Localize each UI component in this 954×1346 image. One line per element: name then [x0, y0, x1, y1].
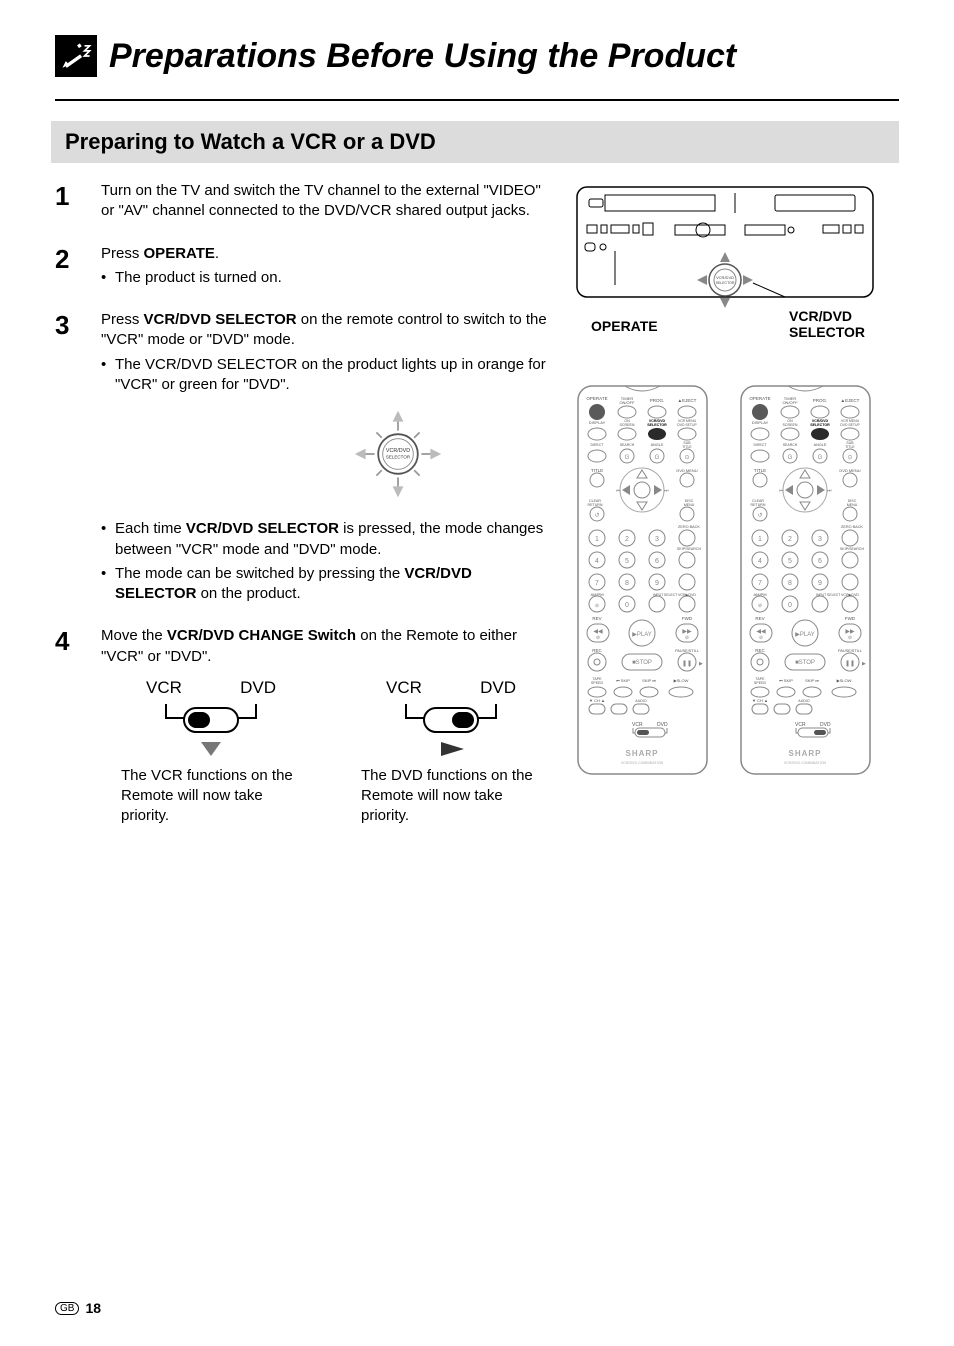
t: VCR/DVD SELECTOR	[144, 311, 297, 328]
step-lead: Press OPERATE.	[101, 244, 282, 264]
t: VCR/DVD	[789, 308, 852, 324]
bullet: The product is turned on.	[101, 268, 282, 288]
svg-text:VCR/DVD: VCR/DVD	[716, 275, 734, 280]
t: The mode can be switched by pressing the	[115, 565, 404, 582]
switch-vcr-block: VCR DVD The VCR functions on the Remote …	[121, 677, 301, 827]
switch-dvd-block: VCR DVD The DVD functions on the Remote …	[361, 677, 541, 827]
svg-text:SELECTOR: SELECTOR	[386, 455, 411, 460]
t: Press	[101, 311, 144, 328]
t: on the product.	[196, 585, 300, 602]
t: VCR/DVD CHANGE Switch	[167, 627, 356, 644]
selector-button-icon: VCR/DVD SELECTOR	[353, 409, 443, 499]
page-number: 18	[85, 1300, 101, 1316]
dvd-label: DVD	[480, 677, 516, 700]
svg-text:VCR/DVD: VCR/DVD	[386, 448, 410, 454]
section-heading: Preparing to Watch a VCR or a DVD	[51, 121, 899, 163]
remote-row: OPERATE TIMERON/OFF PROG. ▲EJECT DISPLAY…	[575, 380, 873, 780]
dvd-label: DVD	[240, 677, 276, 700]
switch-row: VCR DVD The VCR functions on the Remote …	[121, 677, 555, 827]
step-body: Turn on the TV and switch the TV channel…	[101, 181, 555, 226]
step-1: 1 Turn on the TV and switch the TV chann…	[55, 181, 555, 226]
remote-vcr-icon: OPERATE TIMERON/OFF PROG. ▲EJECT DISPLAY…	[575, 380, 710, 780]
pencil-note-icon	[55, 35, 97, 77]
step-number: 3	[55, 310, 83, 608]
switch-caption: The VCR functions on the Remote will now…	[121, 766, 301, 827]
step-number: 1	[55, 181, 83, 226]
step-number: 4	[55, 626, 83, 826]
vcr-label: VCR	[386, 677, 422, 700]
region-badge: GB	[55, 1302, 79, 1315]
t: .	[215, 245, 219, 262]
step-number: 2	[55, 244, 83, 293]
title-underline	[55, 99, 899, 101]
step-2: 2 Press OPERATE. The product is turned o…	[55, 244, 555, 293]
step-3: 3 Press VCR/DVD SELECTOR on the remote c…	[55, 310, 555, 608]
content-row: 1 Turn on the TV and switch the TV chann…	[55, 181, 899, 844]
selector-callout: VCR/DVD SELECTOR	[789, 309, 865, 340]
bullet: Each time VCR/DVD SELECTOR is pressed, t…	[101, 519, 555, 560]
step-4: 4 Move the VCR/DVD CHANGE Switch on the …	[55, 626, 555, 826]
device-figure: VCR/DVD SELECTOR OPERATE VCR/DVD SELECTO…	[575, 185, 875, 330]
switch-dvd-icon	[386, 702, 516, 758]
t: VCR/DVD SELECTOR	[186, 520, 339, 537]
selector-button-figure: VCR/DVD SELECTOR	[241, 409, 555, 505]
step-lead: Move the VCR/DVD CHANGE Switch on the Re…	[101, 626, 555, 667]
device-front-icon: VCR/DVD SELECTOR	[575, 185, 875, 325]
svg-text:SELECTOR: SELECTOR	[716, 281, 735, 285]
vcr-label: VCR	[146, 677, 182, 700]
step-body: Move the VCR/DVD CHANGE Switch on the Re…	[101, 626, 555, 826]
page-title: Preparations Before Using the Product	[109, 37, 736, 76]
page-title-row: Preparations Before Using the Product	[55, 35, 899, 77]
t: Press	[101, 245, 144, 262]
step-lead: Press VCR/DVD SELECTOR on the remote con…	[101, 310, 555, 351]
remote-dvd-icon	[738, 380, 873, 780]
t: Each time	[115, 520, 186, 537]
step-body: Press VCR/DVD SELECTOR on the remote con…	[101, 310, 555, 608]
t: SELECTOR	[789, 324, 865, 340]
t: OPERATE	[144, 245, 215, 262]
switch-labels: VCR DVD	[386, 677, 516, 700]
right-column: VCR/DVD SELECTOR OPERATE VCR/DVD SELECTO…	[575, 181, 899, 844]
t: Move the	[101, 627, 167, 644]
bullet: The mode can be switched by pressing the…	[101, 564, 555, 605]
switch-caption: The DVD functions on the Remote will now…	[361, 766, 541, 827]
switch-vcr-icon	[146, 702, 276, 758]
switch-labels: VCR DVD	[146, 677, 276, 700]
left-column: 1 Turn on the TV and switch the TV chann…	[55, 181, 555, 844]
bullet: The VCR/DVD SELECTOR on the product ligh…	[101, 355, 555, 396]
step-body: Press OPERATE. The product is turned on.	[101, 244, 282, 293]
page-footer: GB 18	[55, 1300, 101, 1316]
operate-callout: OPERATE	[591, 318, 658, 334]
step-text: Turn on the TV and switch the TV channel…	[101, 181, 555, 222]
